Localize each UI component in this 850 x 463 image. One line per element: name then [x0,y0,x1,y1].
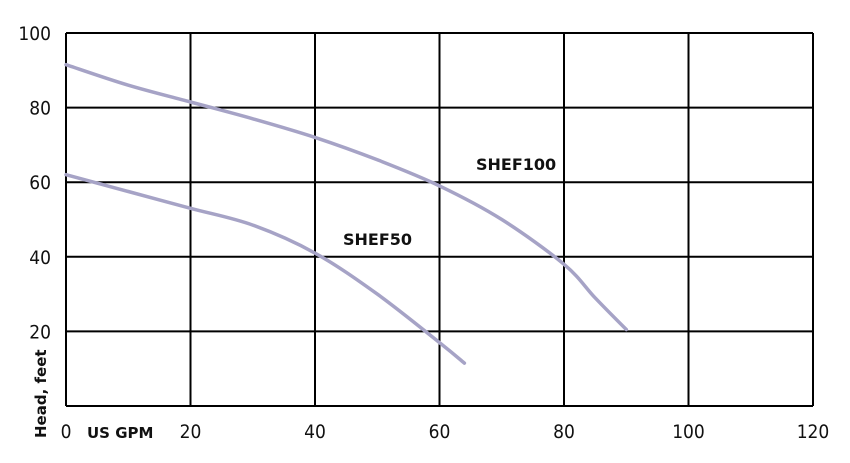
series-label-shef100: SHEF100 [476,155,556,174]
series-label-shef50: SHEF50 [343,230,412,249]
x-tick-label-0: 0 [61,421,72,443]
x-tick-label-40: 40 [304,421,326,443]
y-tick-label-80: 80 [29,98,51,120]
x-tick-label-60: 60 [429,421,451,443]
y-tick-label-20: 20 [29,321,51,343]
grid [65,32,814,407]
series-line-shef100 [64,62,629,332]
series-lines [64,62,629,365]
y-tick-label-100: 100 [18,23,51,45]
x-tick-label-80: 80 [553,421,575,443]
y-tick-label-60: 60 [29,172,51,194]
y-axis-title: Head, feet [32,349,50,438]
x-axis-title: US GPM [87,424,153,442]
x-tick-label-100: 100 [672,421,705,443]
series-line-shef50 [64,172,467,365]
y-tick-label-40: 40 [29,247,51,269]
tick-labels: 0 20 40 60 80 100 120 20 40 60 80 100 [18,23,829,443]
x-tick-label-20: 20 [180,421,202,443]
x-tick-label-120: 120 [797,421,830,443]
